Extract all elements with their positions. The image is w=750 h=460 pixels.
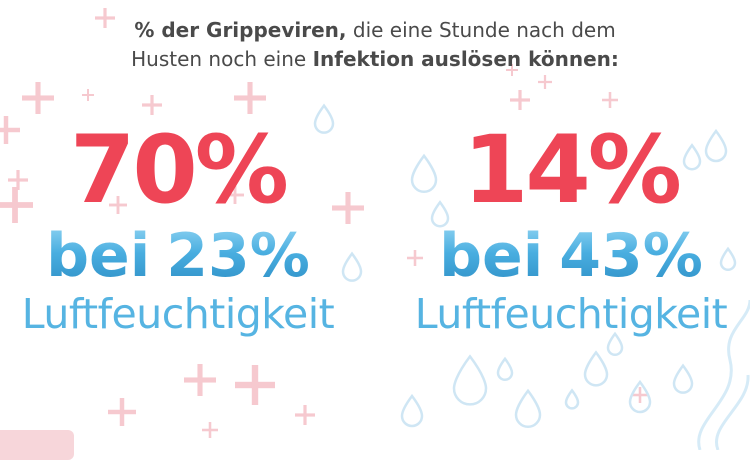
humidity-prefix: bei [46,221,151,291]
plus-icon [407,250,423,266]
plus-icon [82,89,94,101]
water-drop-icon [564,388,580,410]
water-drop-icon [704,128,728,163]
plus-icon [0,187,33,223]
stat-block-left: 70% bei 23% Luftfeuchtigkeit [0,118,356,340]
background-decoration [0,8,750,450]
percent-value: 14% [463,116,682,225]
headline-line-2: Husten noch eine Infektion auslösen könn… [0,45,750,74]
plus-icons [0,8,648,438]
plus-icon [108,398,136,426]
headline-bold-2: Infektion auslösen können: [312,47,619,71]
plus-icon [235,365,275,405]
humidity-prefix: bei [439,221,544,291]
humidity-label: Luftfeuchtigkeit [414,290,728,338]
water-drop-icon [682,143,702,171]
water-drop-icon [719,246,737,272]
humidity-value: 43% [559,221,703,291]
water-drop-icon [514,388,542,429]
plus-icon [8,170,28,190]
stat-block-right: 14% bei 43% Luftfeuchtigkeit [392,118,750,340]
humidity-line: bei 43% [392,224,750,288]
headline-text-2: Husten noch eine [131,47,313,71]
humidity-line: bei 23% [0,224,356,288]
water-drop-icon [341,251,363,282]
water-drop-icon [452,354,488,406]
humidity-value: 23% [166,221,310,291]
plus-icon [109,196,127,214]
water-drop-icons [313,103,737,429]
plus-icon [95,8,115,28]
headline: % der Grippeviren, die eine Stunde nach … [0,16,750,74]
headline-bold-1: % der Grippeviren, [134,18,347,42]
plus-icon [22,82,54,114]
water-drop-icon [410,153,438,194]
plus-icon [0,116,20,144]
headline-line-1: % der Grippeviren, die eine Stunde nach … [0,16,750,45]
plus-icon [234,82,266,114]
humidity-label: Luftfeuchtigkeit [21,290,335,338]
water-drop-icon [313,103,335,134]
plus-icon [184,364,216,396]
plus-icon [602,92,618,108]
plus-icon [632,387,648,403]
plus-icon [142,95,162,115]
water-drop-icon [400,393,424,428]
plus-icon [332,192,364,224]
water-wave-decoration [697,299,750,450]
plus-icon [226,186,244,204]
water-drop-icon [672,363,694,394]
headline-text-1: die eine Stunde nach dem [346,18,616,42]
percent-value: 70% [70,116,289,225]
plus-icon [538,75,552,89]
water-drop-icon [496,356,514,382]
corner-tab [0,430,74,460]
water-drop-icon [628,379,652,414]
water-drop-icon [606,331,624,357]
plus-icon [295,405,315,425]
water-drop-icon [430,200,450,228]
water-drop-icon [583,350,609,387]
plus-icon [202,422,218,438]
plus-icon [510,90,530,110]
plus-icon [506,64,518,76]
